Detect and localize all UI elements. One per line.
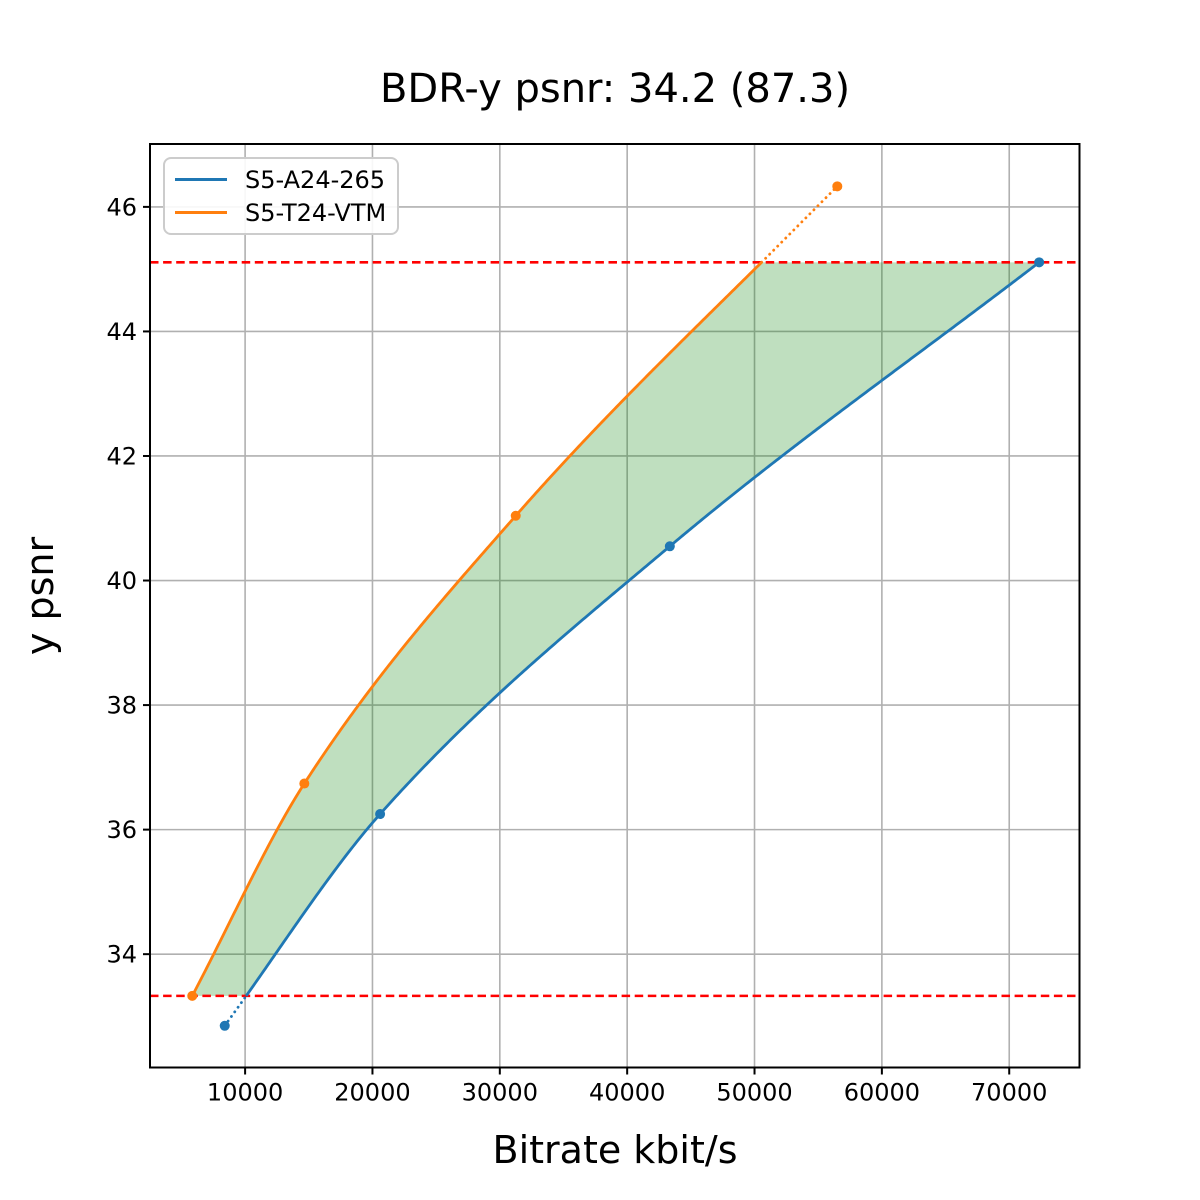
chart-title: BDR-y psnr: 34.2 (87.3): [379, 66, 851, 112]
x-tick-label: 30000: [462, 1079, 538, 1107]
plot-frame: [149, 143, 1081, 1069]
y-tick-label: 46: [106, 193, 137, 221]
series-dotted-segment-s5-a24-265: [223, 994, 248, 1028]
data-point-marker: [219, 1020, 230, 1031]
y-tick-label: 36: [106, 816, 137, 844]
legend: S5-A24-265 S5-T24-VTM: [163, 157, 399, 235]
y-tick-label: 42: [106, 442, 137, 470]
data-point-marker: [510, 510, 521, 521]
series-curve-s5-t24-vtm: [191, 261, 763, 997]
legend-line-swatch: [175, 210, 227, 215]
data-point-marker: [299, 778, 310, 789]
series-curve-s5-a24-265: [245, 261, 1041, 997]
x-tick-label: 60000: [844, 1079, 920, 1107]
legend-label: S5-T24-VTM: [245, 198, 387, 227]
series-dotted-segment-s5-t24-vtm: [760, 184, 839, 264]
legend-label: S5-A24-265: [245, 165, 386, 194]
y-tick-label: 34: [106, 941, 137, 969]
x-axis-label: Bitrate kbit/s: [492, 1128, 738, 1172]
legend-line-swatch: [175, 177, 227, 182]
y-axis-label: y psnr: [18, 536, 62, 656]
legend-entry: S5-A24-265: [175, 168, 397, 192]
data-point-marker: [1034, 257, 1045, 268]
y-tick-label: 40: [106, 567, 137, 595]
y-tick-label: 44: [106, 318, 137, 346]
x-tick-label: 40000: [589, 1079, 665, 1107]
x-tick-label: 70000: [971, 1079, 1047, 1107]
x-tick-label: 20000: [334, 1079, 410, 1107]
data-point-marker: [832, 181, 843, 192]
data-point-marker: [664, 541, 675, 552]
data-point-marker: [375, 809, 386, 820]
y-tick-label: 38: [106, 691, 137, 719]
data-point-marker: [187, 990, 198, 1001]
x-tick-label: 50000: [716, 1079, 792, 1107]
legend-entry: S5-T24-VTM: [175, 201, 397, 225]
bd-gap-fill: [192, 262, 1040, 996]
x-tick-label: 10000: [207, 1079, 283, 1107]
